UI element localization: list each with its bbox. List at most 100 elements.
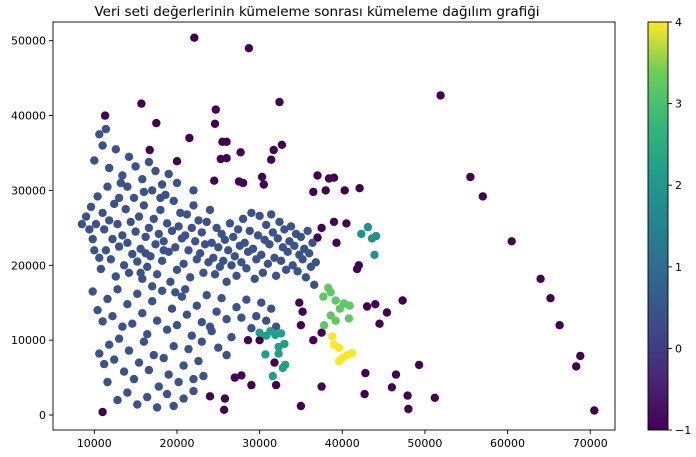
data-point: [212, 307, 221, 316]
data-point: [243, 336, 253, 345]
data-point: [403, 391, 412, 400]
y-tick-label: 10000: [11, 334, 46, 347]
data-point: [238, 214, 248, 224]
data-point: [222, 315, 231, 324]
data-point: [293, 267, 302, 276]
data-point: [139, 187, 149, 197]
data-point: [255, 211, 264, 221]
y-tick-label: 0: [39, 409, 46, 422]
data-point: [236, 148, 245, 157]
data-point: [275, 217, 284, 227]
data-point: [194, 356, 203, 366]
data-point: [332, 238, 341, 247]
data-point: [305, 249, 314, 258]
data-point: [154, 229, 163, 239]
data-point: [133, 289, 142, 298]
x-tick-label: 60000: [490, 437, 525, 450]
colorbar-tick-label: 4: [675, 16, 682, 29]
data-point: [398, 296, 407, 305]
data-point: [309, 336, 318, 345]
data-point: [217, 294, 226, 303]
data-point: [250, 274, 259, 283]
data-point: [255, 336, 264, 345]
data-point: [114, 334, 124, 343]
data-point: [277, 140, 287, 149]
data-point: [145, 145, 154, 155]
data-point: [238, 178, 248, 188]
data-point: [202, 217, 211, 227]
data-point: [313, 233, 322, 242]
data-point: [271, 271, 281, 280]
data-point: [123, 182, 132, 191]
data-point: [98, 317, 107, 326]
data-point: [232, 303, 241, 312]
data-point: [370, 250, 379, 259]
chart-title: Veri seti değerlerinin kümeleme sonrası …: [94, 4, 539, 20]
data-point: [116, 178, 126, 188]
data-point: [171, 288, 180, 297]
data-point: [268, 228, 277, 237]
data-point: [197, 228, 206, 237]
data-point: [257, 172, 267, 182]
data-point: [278, 363, 287, 373]
data-point: [247, 380, 256, 390]
data-point: [151, 166, 160, 176]
data-point: [237, 258, 246, 267]
data-point: [111, 145, 121, 154]
y-tick-label: 30000: [11, 184, 46, 197]
data-point: [103, 294, 112, 304]
data-point: [179, 361, 188, 370]
data-point: [270, 253, 279, 262]
data-point: [309, 187, 318, 197]
data-point: [129, 374, 139, 384]
data-point: [572, 362, 581, 371]
data-point: [225, 219, 235, 228]
data-point: [118, 171, 127, 180]
data-point: [222, 154, 231, 163]
data-point: [276, 256, 286, 265]
data-point: [382, 308, 392, 317]
data-point: [342, 219, 351, 228]
data-point: [257, 298, 266, 307]
data-point: [252, 312, 261, 321]
data-point: [186, 273, 195, 282]
scatter-points: [77, 33, 599, 417]
data-point: [375, 319, 384, 328]
data-point: [151, 240, 160, 249]
data-point: [237, 371, 246, 380]
data-point: [207, 238, 216, 247]
data-point: [177, 292, 187, 301]
data-point: [118, 322, 127, 331]
data-point: [123, 300, 132, 309]
data-point: [133, 400, 142, 409]
data-point: [100, 359, 109, 369]
data-point: [113, 285, 122, 294]
data-point: [334, 356, 344, 366]
y-axis: 0 10000 20000 30000 40000 50000: [11, 35, 53, 422]
data-point: [105, 163, 114, 173]
data-point: [113, 219, 122, 229]
colorbar-tick-label: 0: [675, 342, 682, 355]
data-point: [205, 322, 215, 331]
data-point: [334, 343, 344, 352]
data-point: [101, 124, 111, 134]
data-point: [181, 285, 190, 294]
data-point: [143, 262, 152, 271]
data-point: [152, 316, 162, 325]
data-point: [192, 301, 201, 310]
colorbar-tick-label: 3: [675, 98, 682, 111]
data-point: [98, 407, 107, 417]
data-point: [230, 252, 239, 261]
data-point: [317, 382, 326, 391]
data-point: [200, 240, 210, 249]
data-point: [197, 318, 206, 327]
data-point: [220, 235, 230, 244]
colorbar: [647, 21, 669, 431]
data-point: [214, 343, 223, 352]
data-point: [189, 186, 198, 195]
data-point: [436, 91, 445, 100]
data-point: [360, 389, 369, 399]
data-point: [253, 231, 263, 240]
data-point: [172, 157, 182, 166]
y-tick-label: 40000: [11, 110, 46, 123]
